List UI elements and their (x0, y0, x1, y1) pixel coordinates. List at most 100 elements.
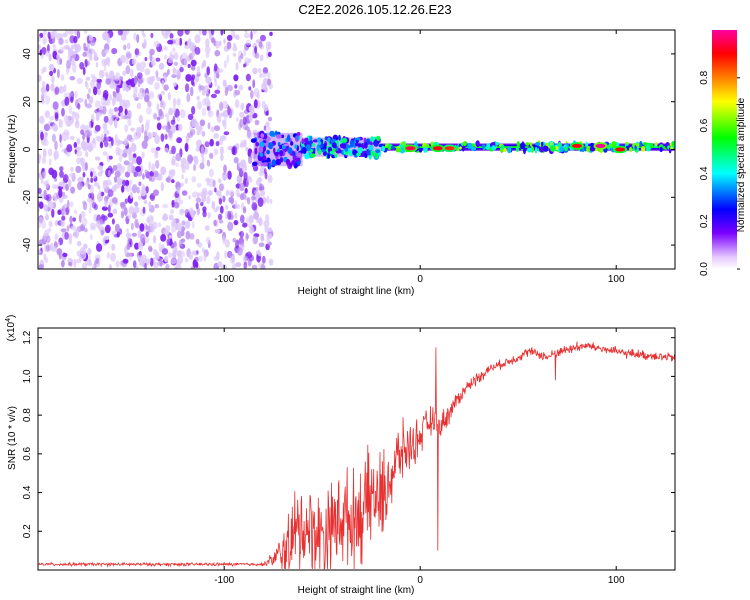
signal-blob (262, 162, 269, 167)
noise-speckle (105, 224, 111, 234)
noise-speckle (222, 235, 226, 245)
noise-speckle (141, 183, 145, 191)
noise-speckle (164, 133, 168, 140)
noise-speckle (61, 107, 65, 117)
noise-speckle (242, 116, 247, 125)
noise-speckle (202, 30, 207, 36)
signal-blob (318, 141, 322, 146)
noise-speckle (67, 115, 72, 121)
noise-speckle (197, 100, 202, 110)
snr-x-axis: -100 0 100 (214, 328, 625, 586)
noise-speckle (204, 141, 210, 148)
signal-blob (309, 135, 313, 141)
signal-blob (611, 141, 617, 149)
noise-speckle (163, 84, 169, 91)
noise-speckle (147, 100, 152, 108)
noise-speckle (260, 263, 266, 269)
noise-speckle (210, 93, 217, 99)
noise-speckle (102, 151, 108, 156)
noise-speckle (116, 231, 121, 238)
noise-speckle (54, 114, 59, 122)
noise-speckle (172, 105, 176, 114)
noise-speckle (220, 135, 227, 141)
noise-speckle (75, 165, 82, 174)
noise-speckle (104, 198, 107, 208)
noise-speckle (263, 104, 269, 112)
noise-speckle (45, 235, 51, 244)
noise-speckle (220, 30, 224, 36)
noise-speckle (188, 254, 193, 259)
noise-speckle (73, 258, 77, 268)
noise-speckle (137, 72, 143, 79)
noise-speckle (79, 62, 85, 70)
noise-speckle (197, 65, 201, 76)
noise-speckle (211, 200, 216, 210)
noise-speckle (198, 255, 203, 263)
noise-speckle (118, 105, 123, 113)
noise-speckle (134, 48, 140, 56)
noise-speckle (136, 186, 140, 194)
signal-blob (327, 154, 331, 159)
noise-speckle (38, 264, 44, 269)
noise-speckle (205, 236, 211, 245)
x-tick-label: 100 (608, 274, 625, 285)
noise-speckle (87, 248, 92, 255)
noise-speckle (196, 95, 200, 101)
noise-speckle (125, 179, 130, 187)
y-tick-label: 0.6 (22, 446, 33, 460)
noise-speckle (95, 61, 99, 68)
noise-speckle (123, 160, 130, 166)
noise-speckle (173, 61, 179, 66)
noise-speckle (181, 220, 186, 226)
signal-blob (279, 150, 284, 157)
noise-speckle (184, 177, 188, 184)
noise-speckle (158, 111, 164, 120)
noise-speckle (44, 95, 51, 105)
peak-marker (595, 143, 606, 148)
noise-speckle (172, 97, 177, 107)
noise-speckle (169, 234, 173, 239)
signal-blob (266, 149, 270, 155)
signal-blob (373, 141, 377, 147)
noise-speckle (119, 76, 123, 81)
signal-blob (329, 150, 335, 155)
noise-speckle (246, 130, 253, 140)
noise-speckle (214, 187, 217, 193)
noise-speckle (126, 228, 129, 233)
noise-speckle (145, 224, 148, 230)
noise-speckle (63, 92, 70, 100)
noise-speckle (184, 83, 190, 93)
signal-blob (369, 150, 376, 155)
signal-blob (634, 144, 637, 151)
noise-speckle (152, 170, 159, 178)
noise-speckle (108, 204, 111, 213)
noise-speckle (45, 193, 52, 202)
noise-speckle (225, 189, 229, 197)
noise-speckle (161, 79, 165, 87)
colorbar-gradient (712, 30, 737, 269)
noise-speckle (158, 222, 162, 228)
noise-speckle (97, 184, 101, 190)
noise-speckle (179, 37, 183, 46)
noise-speckle (148, 91, 155, 99)
noise-speckle (124, 124, 129, 133)
noise-speckle (82, 172, 86, 178)
noise-speckle (65, 183, 69, 192)
noise-speckle (127, 109, 132, 120)
signal-blob (312, 139, 319, 143)
noise-speckle (161, 30, 165, 36)
noise-speckle (125, 56, 129, 65)
noise-speckle (254, 119, 260, 126)
noise-speckle (101, 106, 107, 115)
noise-speckle (196, 139, 203, 147)
signal-blob (671, 140, 675, 147)
noise-speckle (261, 255, 266, 264)
noise-speckle (114, 139, 119, 146)
noise-speckle (40, 131, 44, 141)
noise-speckle (129, 252, 133, 261)
noise-speckle (88, 260, 93, 267)
noise-speckle (247, 155, 253, 164)
snr-marks (38, 341, 675, 570)
noise-speckle (48, 167, 54, 176)
noise-speckle (52, 184, 58, 190)
